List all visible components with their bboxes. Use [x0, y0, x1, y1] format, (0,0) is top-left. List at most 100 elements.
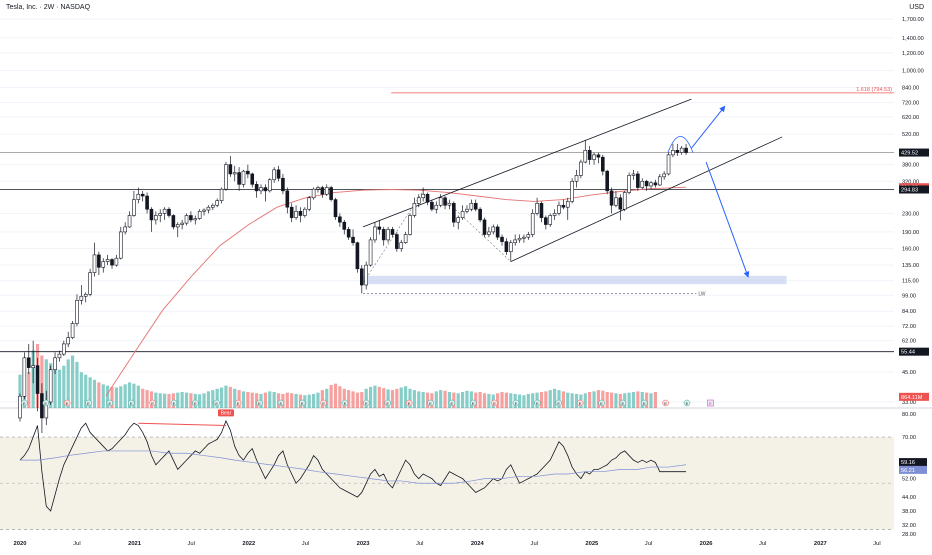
volume-bar — [355, 392, 360, 408]
volume-bar — [189, 393, 193, 408]
candle-body — [684, 147, 688, 153]
moving-average-line — [105, 186, 687, 397]
volume-bar — [294, 393, 298, 408]
candle — [114, 254, 119, 267]
earnings-marker-label: E — [451, 401, 454, 406]
volume-bar — [553, 388, 557, 408]
candle — [425, 192, 430, 206]
candle-body — [259, 187, 263, 192]
volume-bar — [123, 384, 127, 408]
earnings-marker — [63, 399, 71, 407]
candle — [373, 222, 377, 243]
candle — [614, 190, 618, 208]
volume-bar — [557, 390, 561, 408]
earnings-marker-label: E — [194, 401, 197, 406]
candle-body — [557, 204, 561, 214]
candle-body — [368, 239, 373, 266]
candle — [460, 205, 465, 220]
candle-body — [495, 226, 500, 238]
candle-body — [281, 177, 285, 192]
candle-body — [35, 365, 40, 394]
candle-body — [276, 169, 281, 179]
volume-bar — [368, 386, 373, 408]
candle — [508, 239, 513, 262]
candle-body — [544, 217, 548, 225]
volume-bar — [421, 392, 425, 408]
candle-body — [285, 190, 290, 208]
price-tag-label: 429.52 — [901, 151, 918, 157]
candle — [587, 146, 592, 165]
candle — [434, 201, 439, 214]
candle-body — [289, 206, 294, 218]
volume-bar — [447, 392, 452, 408]
candle-body — [636, 173, 640, 188]
candle — [211, 203, 215, 211]
candle-body — [657, 176, 662, 186]
candle — [443, 195, 447, 210]
candle-body — [228, 164, 233, 175]
candle-body — [430, 201, 434, 210]
candle — [171, 214, 176, 230]
candle-body — [101, 261, 106, 268]
rsi-tick-label: 44.00 — [902, 495, 916, 501]
earnings-marker — [21, 399, 28, 407]
candle — [320, 185, 325, 198]
candle-body — [105, 259, 110, 262]
candle-body — [605, 170, 609, 192]
earnings-marker — [683, 399, 691, 407]
candle-body — [644, 180, 649, 187]
candle — [504, 238, 509, 255]
candle-body — [517, 237, 522, 241]
price-tag-label: 294.83 — [901, 188, 918, 194]
earnings-marker — [427, 399, 434, 407]
volume-bar — [360, 392, 364, 408]
volume-bar — [601, 390, 605, 408]
candle-body — [250, 173, 255, 185]
candle-body — [193, 218, 198, 221]
candle-body — [26, 357, 31, 368]
candle — [281, 173, 285, 195]
candle-body — [92, 254, 97, 273]
earnings-marker — [534, 399, 541, 407]
earnings-marker-label: E — [173, 401, 176, 406]
candle-body — [75, 299, 79, 324]
volume-bar — [62, 365, 66, 408]
grid-lines — [0, 18, 894, 403]
price-axis: 1,700.00 1,400.00 1,200.00 1,000.00 840.00 72… — [899, 17, 929, 406]
time-tick-label: 2026 — [700, 541, 714, 547]
candle-body — [237, 172, 241, 185]
candle — [40, 383, 44, 433]
earnings-marker-label: E — [579, 401, 582, 406]
candle — [557, 201, 561, 216]
price-tick-label: 840.00 — [902, 85, 919, 91]
candle-body — [614, 197, 618, 206]
candle-body — [189, 215, 193, 221]
volume-bar — [215, 388, 219, 408]
price-tick-label: 115.00 — [902, 279, 919, 285]
candle — [22, 352, 27, 400]
earnings-marker — [641, 399, 648, 407]
candle — [495, 224, 500, 240]
volume-bar — [84, 374, 88, 408]
volume-bar — [531, 393, 535, 408]
volume-bar — [198, 394, 202, 408]
candle — [469, 199, 474, 212]
candle — [478, 207, 482, 223]
candle-body — [552, 213, 557, 216]
price-tick-label: 520.00 — [902, 132, 919, 138]
candle — [618, 194, 623, 221]
volume-bar — [316, 392, 320, 408]
candle-body — [565, 201, 570, 208]
candle — [193, 215, 198, 225]
candle — [583, 139, 588, 164]
price-tag — [899, 185, 929, 194]
volume-bar — [101, 384, 105, 408]
earnings-marker — [363, 399, 370, 407]
volume-bar — [408, 388, 412, 408]
candle — [513, 234, 517, 246]
volume-bar — [465, 390, 469, 408]
volume-bar — [614, 393, 618, 408]
candle — [517, 234, 522, 243]
candle — [342, 219, 347, 235]
